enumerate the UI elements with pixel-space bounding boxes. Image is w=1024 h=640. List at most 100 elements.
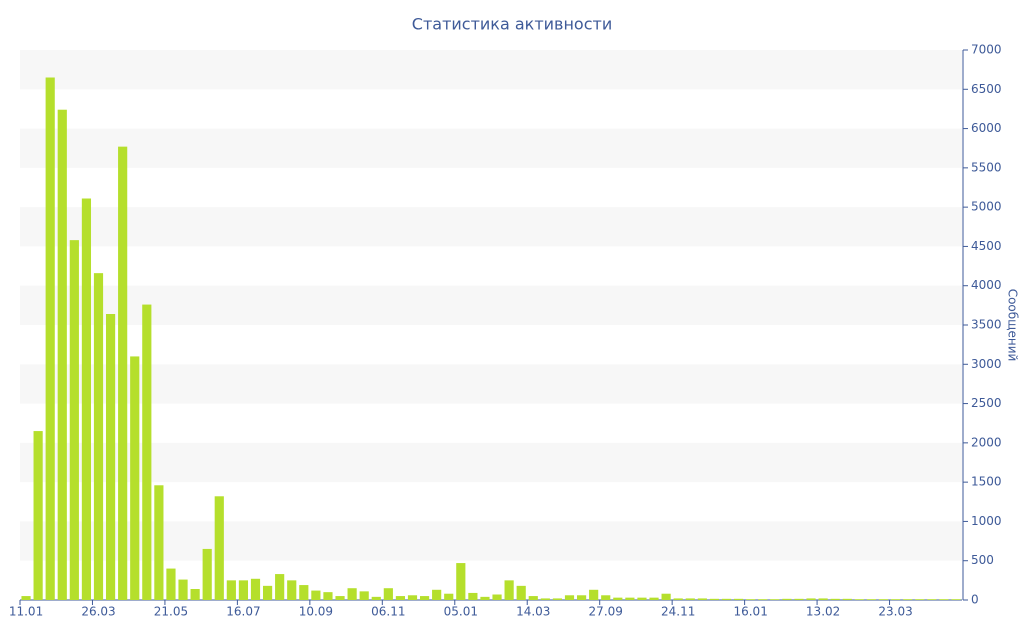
bar — [854, 599, 864, 600]
bar — [637, 597, 647, 600]
bar — [564, 595, 575, 600]
grid-band — [20, 521, 962, 561]
bar — [33, 431, 43, 600]
x-tick-label: 11.01 — [9, 605, 43, 619]
x-tick-label: 05.01 — [444, 605, 478, 619]
bar — [709, 598, 720, 600]
bar — [492, 594, 502, 600]
bar — [540, 598, 550, 600]
bar — [866, 599, 877, 600]
bar — [81, 198, 92, 600]
bar — [359, 591, 369, 600]
bar — [335, 596, 345, 600]
bar — [238, 580, 249, 600]
bar — [262, 585, 273, 600]
bar — [57, 109, 67, 600]
y-tick-label: 6000 — [971, 121, 1002, 135]
x-tick-label: 10.09 — [299, 605, 333, 619]
grid-band — [20, 128, 962, 168]
bar — [721, 598, 732, 600]
bar — [915, 599, 925, 600]
bar — [746, 599, 756, 600]
bar — [154, 485, 164, 600]
y-tick-label: 2000 — [971, 435, 1002, 449]
bar — [782, 598, 792, 600]
bar — [927, 599, 937, 600]
bar — [190, 589, 200, 600]
grid-band — [20, 207, 962, 247]
bar — [794, 598, 804, 600]
bar — [528, 596, 538, 600]
x-tick-label: 06.11 — [371, 605, 405, 619]
bar — [287, 580, 297, 600]
bar — [178, 579, 188, 600]
bar — [45, 77, 55, 600]
bar — [142, 304, 152, 600]
bar — [130, 356, 140, 600]
bar — [480, 596, 490, 600]
x-tick-label: 16.01 — [733, 605, 767, 619]
x-tick-label: 13.02 — [806, 605, 840, 619]
grid-band — [20, 364, 962, 404]
bar — [818, 598, 828, 600]
bar — [770, 599, 780, 600]
y-tick-label: 3500 — [971, 318, 1002, 332]
bar — [516, 585, 526, 600]
chart-title: Статистика активности — [412, 15, 612, 34]
y-tick-label: 6500 — [971, 82, 1002, 96]
bar — [407, 595, 418, 600]
bar — [649, 597, 659, 600]
bar — [890, 599, 901, 600]
y-tick-label: 4500 — [971, 239, 1002, 253]
x-tick-label: 27.09 — [589, 605, 623, 619]
bar — [432, 589, 442, 600]
y-tick-label: 3000 — [971, 357, 1002, 371]
bar — [806, 598, 816, 600]
y-tick-label: 5500 — [971, 160, 1002, 174]
y-tick-label: 5000 — [971, 200, 1002, 214]
bar — [323, 592, 333, 600]
bar — [69, 240, 79, 600]
x-tick-label: 23.03 — [878, 605, 912, 619]
bar — [504, 580, 514, 600]
bar — [226, 580, 236, 600]
x-tick-label: 16.07 — [226, 605, 260, 619]
bar — [625, 597, 635, 600]
bar — [685, 598, 695, 600]
bar — [444, 593, 454, 600]
bar — [758, 599, 768, 600]
bar — [214, 496, 224, 600]
bar — [456, 563, 466, 600]
y-tick-label: 0 — [971, 593, 979, 607]
bar — [830, 598, 840, 600]
bar — [576, 595, 587, 600]
y-tick-label: 7000 — [971, 43, 1002, 57]
bar — [697, 598, 707, 600]
y-tick-label: 1000 — [971, 514, 1002, 528]
x-tick-label: 24.11 — [661, 605, 695, 619]
bar — [202, 548, 212, 600]
bar — [105, 314, 116, 600]
bar — [733, 598, 744, 600]
bar — [311, 590, 321, 600]
grid-band — [20, 442, 962, 483]
bar — [371, 596, 381, 600]
bar — [275, 574, 285, 600]
bar — [93, 273, 104, 600]
bar — [951, 599, 961, 600]
bar — [552, 598, 563, 600]
bar — [395, 596, 406, 600]
bar — [166, 568, 176, 600]
bar — [661, 593, 671, 600]
bar — [673, 598, 683, 600]
bar — [468, 592, 478, 600]
bar — [21, 596, 31, 600]
bar — [903, 599, 913, 600]
y-tick-label: 500 — [971, 553, 994, 567]
x-tick-label: 14.03 — [516, 605, 550, 619]
bar — [383, 588, 393, 600]
grid-band — [20, 285, 962, 325]
bar — [878, 599, 889, 600]
y-tick-label: 1500 — [971, 475, 1002, 489]
bar — [299, 585, 309, 600]
